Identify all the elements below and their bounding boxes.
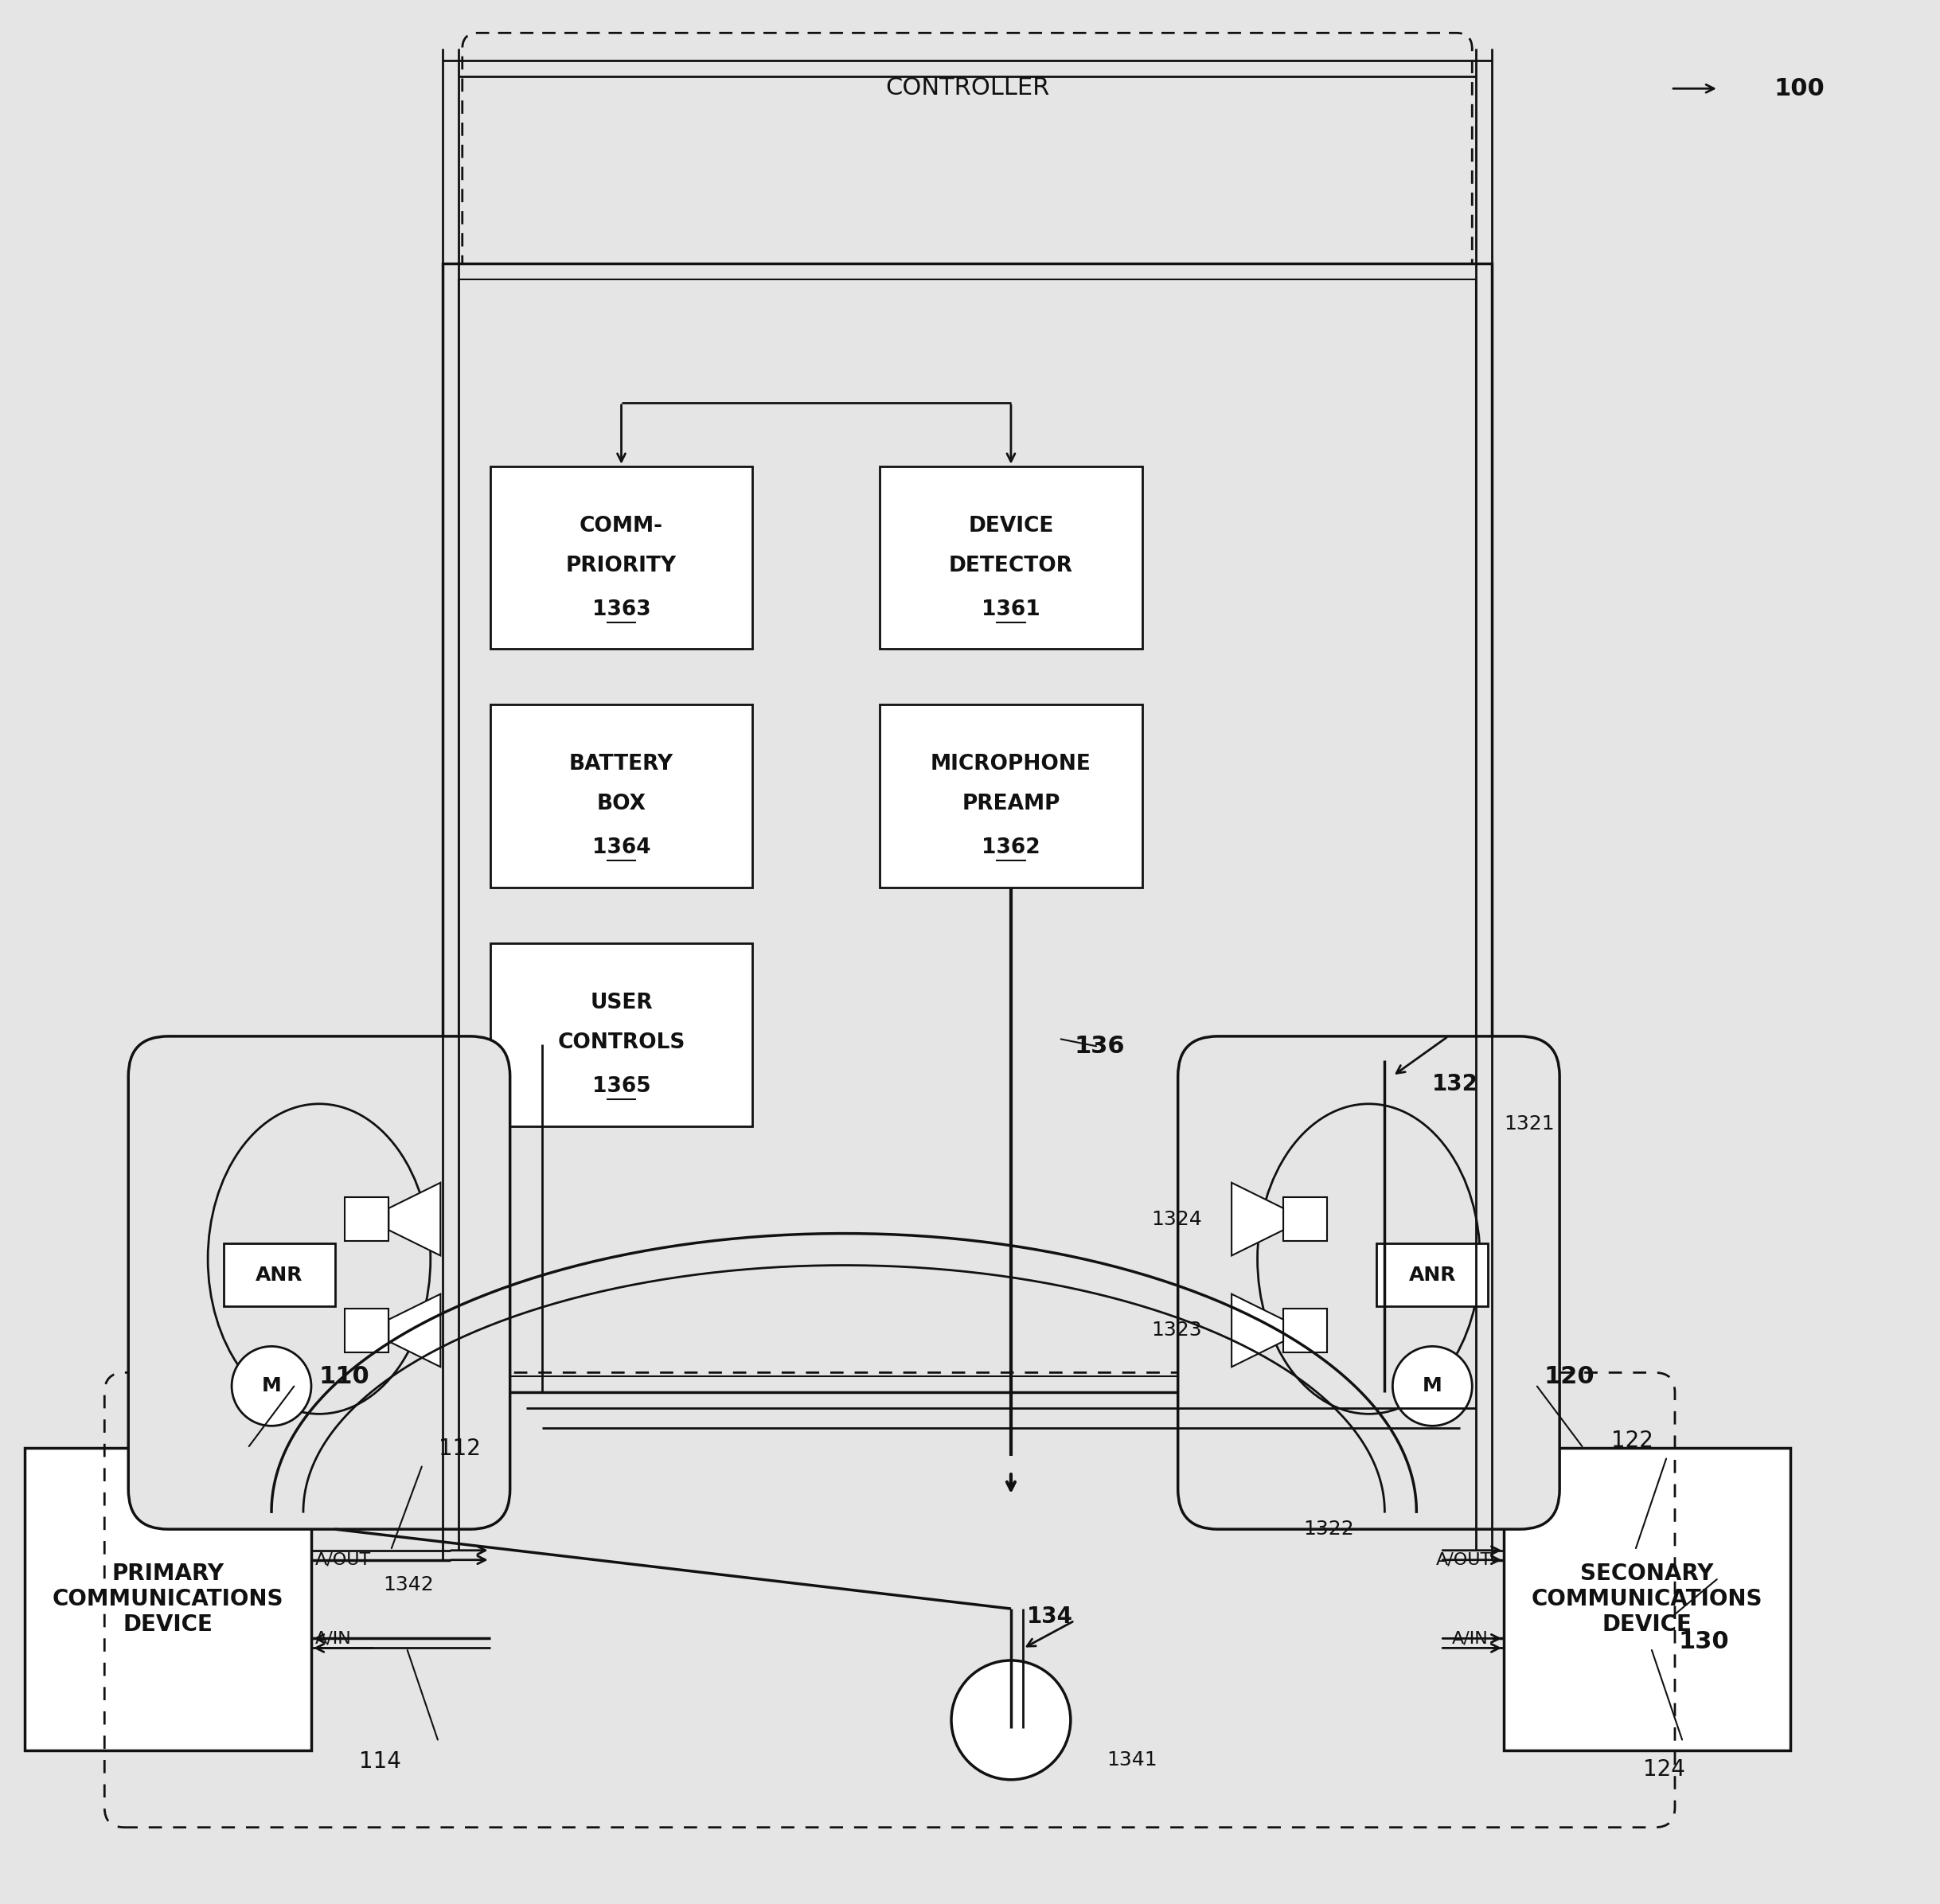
- Text: A/IN: A/IN: [1453, 1630, 1488, 1647]
- Text: 1324: 1324: [1150, 1209, 1201, 1228]
- Text: PRIMARY
COMMUNICATIONS
DEVICE: PRIMARY COMMUNICATIONS DEVICE: [52, 1563, 283, 1636]
- Polygon shape: [388, 1182, 440, 1255]
- Circle shape: [951, 1660, 1071, 1780]
- Bar: [1282, 1308, 1327, 1352]
- Bar: [491, 704, 753, 887]
- Bar: [25, 1449, 310, 1750]
- Text: DETECTOR: DETECTOR: [949, 556, 1073, 575]
- Text: CONTROLS: CONTROLS: [557, 1032, 685, 1053]
- Text: 1363: 1363: [592, 600, 650, 619]
- Text: M: M: [262, 1377, 281, 1396]
- Bar: [491, 942, 753, 1125]
- Circle shape: [1393, 1346, 1472, 1426]
- Text: 134: 134: [1026, 1605, 1073, 1628]
- Bar: [491, 466, 753, 649]
- Text: ANR: ANR: [1408, 1266, 1457, 1285]
- Text: 100: 100: [1775, 76, 1826, 101]
- Text: BOX: BOX: [598, 794, 646, 815]
- Text: PREAMP: PREAMP: [962, 794, 1059, 815]
- Polygon shape: [1232, 1182, 1282, 1255]
- Text: 1361: 1361: [982, 600, 1040, 619]
- Bar: [345, 1308, 388, 1352]
- Text: PRIORITY: PRIORITY: [566, 556, 677, 575]
- Text: A/OUT: A/OUT: [1436, 1552, 1492, 1567]
- Bar: [879, 466, 1143, 649]
- Circle shape: [231, 1346, 310, 1426]
- Polygon shape: [388, 1295, 440, 1367]
- Text: 1362: 1362: [982, 838, 1040, 859]
- Text: 120: 120: [1544, 1365, 1595, 1388]
- Text: DEVICE: DEVICE: [968, 516, 1053, 537]
- Text: 130: 130: [1678, 1630, 1730, 1653]
- Text: ANR: ANR: [256, 1266, 303, 1285]
- Text: 110: 110: [320, 1365, 371, 1388]
- Text: 1342: 1342: [382, 1575, 433, 1594]
- Bar: [345, 1198, 388, 1241]
- Text: A/OUT: A/OUT: [314, 1552, 371, 1567]
- Bar: [879, 704, 1143, 887]
- Text: 132: 132: [1432, 1072, 1478, 1095]
- Text: 112: 112: [438, 1438, 481, 1460]
- Bar: [223, 1243, 336, 1306]
- Text: 114: 114: [359, 1750, 402, 1773]
- Ellipse shape: [169, 1072, 469, 1493]
- Text: 1321: 1321: [1504, 1114, 1554, 1133]
- Text: SECONARY
COMMUNICATIONS
DEVICE: SECONARY COMMUNICATIONS DEVICE: [1531, 1563, 1763, 1636]
- Text: COMM-: COMM-: [580, 516, 663, 537]
- Text: 122: 122: [1612, 1430, 1653, 1451]
- Bar: [1377, 1243, 1488, 1306]
- Text: CONTROLLER: CONTROLLER: [885, 76, 1050, 99]
- Bar: [1282, 1198, 1327, 1241]
- Text: USER: USER: [590, 992, 652, 1013]
- Bar: [458, 280, 1476, 1377]
- FancyBboxPatch shape: [1178, 1036, 1560, 1529]
- Text: BATTERY: BATTERY: [568, 754, 673, 775]
- Text: 136: 136: [1075, 1036, 1125, 1059]
- Ellipse shape: [208, 1104, 431, 1415]
- Ellipse shape: [1257, 1104, 1480, 1415]
- Text: A/IN: A/IN: [314, 1630, 351, 1647]
- Text: 1323: 1323: [1150, 1321, 1201, 1340]
- Polygon shape: [1232, 1295, 1282, 1367]
- Text: 1364: 1364: [592, 838, 650, 859]
- Text: 1322: 1322: [1304, 1519, 1354, 1538]
- Bar: [1504, 1449, 1791, 1750]
- FancyBboxPatch shape: [128, 1036, 510, 1529]
- Text: 124: 124: [1643, 1759, 1686, 1780]
- Text: M: M: [1422, 1377, 1441, 1396]
- Text: 1365: 1365: [592, 1076, 650, 1097]
- Bar: [442, 263, 1492, 1392]
- Text: 1341: 1341: [1106, 1750, 1156, 1769]
- Text: MICROPHONE: MICROPHONE: [931, 754, 1092, 775]
